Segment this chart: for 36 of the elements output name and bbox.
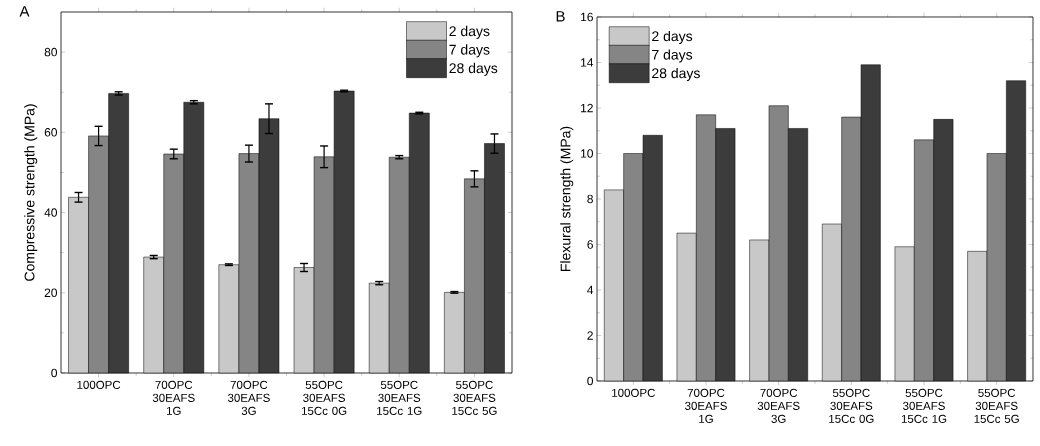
y-tick-label: 0 <box>51 368 58 378</box>
y-tick-label: 16 <box>581 12 593 22</box>
legend-label: 28 days <box>652 67 700 81</box>
y-axis-title: Compressive strength (MPa) <box>24 104 38 281</box>
x-tick-label: 55OPC 30EAFS 15Cc 5G <box>452 380 497 415</box>
x-tick-label: 70OPC 30EAFS 3G <box>757 388 800 423</box>
chart-title: B <box>556 11 565 22</box>
x-tick-label: 55OPC 30EAFS 15Cc 0G <box>829 388 874 423</box>
legend-label: 2 days <box>652 30 693 44</box>
y-tick-label: 40 <box>44 208 58 217</box>
x-tick-label: 100OPC <box>77 380 121 389</box>
y-tick-label: 8 <box>587 194 593 204</box>
y-tick-label: 14 <box>581 58 594 67</box>
y-tick-label: 60 <box>44 128 58 137</box>
x-tick-label: 70OPC 30EAFS 3G <box>227 380 270 415</box>
y-tick-label: 10 <box>581 149 594 158</box>
y-tick-label: 4 <box>587 285 594 295</box>
y-axis-title: Flexural strength (MPa) <box>560 126 574 271</box>
y-tick-label: 0 <box>587 376 594 386</box>
x-tick-label: 55OPC 30EAFS 15Cc 1G <box>377 380 422 415</box>
chart-title: A <box>19 6 30 17</box>
legend-label: 28 days <box>449 62 498 76</box>
y-tick-label: 6 <box>587 240 593 249</box>
x-tick-label: 70OPC 30EAFS 1G <box>685 388 727 423</box>
y-tick-label: 20 <box>44 288 58 298</box>
x-tick-label: 70OPC 30EAFS 1G <box>152 380 195 415</box>
y-tick-label: 80 <box>44 47 58 57</box>
x-tick-label: 55OPC 30EAFS 15Cc 5G <box>974 388 1019 423</box>
legend-label: 2 days <box>449 25 490 39</box>
y-tick-label: 2 <box>587 331 593 340</box>
y-tick-label: 12 <box>581 103 593 113</box>
legend-label: 7 days <box>449 44 490 58</box>
x-tick-label: 55OPC 30EAFS 15Cc 1G <box>901 388 947 423</box>
x-tick-label: 55OPC 30EAFS 15Cc 0G <box>301 380 347 415</box>
legend-label: 7 days <box>652 49 693 63</box>
x-tick-label: 100OPC <box>612 388 655 397</box>
